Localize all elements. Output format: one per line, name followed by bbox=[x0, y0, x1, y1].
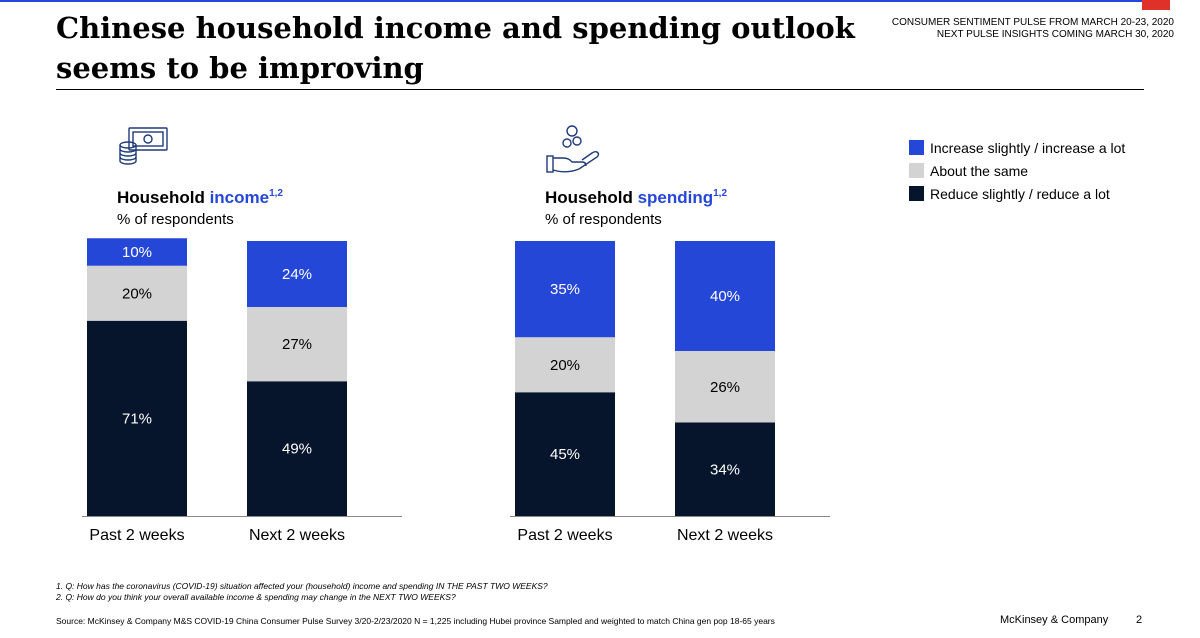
spending-category-label-0: Past 2 weeks bbox=[517, 527, 612, 544]
page-number: 2 bbox=[1136, 614, 1143, 626]
income-bar-same-0 bbox=[87, 265, 187, 321]
pulse-line-2: NEXT PULSE INSIGHTS COMING MARCH 30, 202… bbox=[936, 29, 1174, 40]
spending-title-highlight: spending bbox=[637, 188, 714, 207]
pulse-line-1: CONSUMER SENTIMENT PULSE FROM MARCH 20-2… bbox=[891, 17, 1174, 28]
income-chart-subtitle: % of respondents bbox=[117, 211, 234, 228]
top-accent-line bbox=[0, 0, 1142, 2]
income-bar-reduce-0 bbox=[87, 320, 187, 516]
spending-bar-same-1 bbox=[675, 351, 775, 423]
income-label-same-0: 20% bbox=[122, 285, 152, 302]
corner-flag bbox=[1142, 0, 1170, 10]
legend-swatch-same bbox=[909, 163, 924, 178]
income-bar-same-1 bbox=[247, 307, 347, 382]
legend-label-increase: Increase slightly / increase a lot bbox=[930, 140, 1126, 156]
source-note: Source: McKinsey & Company M&S COVID-19 … bbox=[56, 616, 775, 626]
title-line-1: Chinese household income and spending ou… bbox=[56, 11, 855, 45]
spending-chart-subtitle: % of respondents bbox=[545, 211, 662, 228]
spending-label-reduce-1: 34% bbox=[710, 461, 740, 478]
income-chart-title: Household income1,2 bbox=[117, 188, 283, 208]
spending-bar-reduce-1 bbox=[675, 422, 775, 516]
spending-title-prefix: Household bbox=[545, 188, 638, 207]
spending-chart-title: Household spending1,2 bbox=[545, 188, 727, 208]
spending-category-label-1: Next 2 weeks bbox=[677, 527, 773, 544]
income-category-label-1: Next 2 weeks bbox=[249, 527, 345, 544]
spending-plot: 45% 20% 35% Past 2 weeks 34% 26% 40% Next 2 wee… bbox=[510, 241, 830, 544]
brand-name: McKinsey & Company bbox=[1000, 614, 1109, 626]
legend-swatch-reduce bbox=[909, 186, 924, 201]
income-label-increase-1: 24% bbox=[282, 266, 312, 283]
spending-bar-reduce-0 bbox=[515, 392, 615, 516]
income-label-increase-0: 10% bbox=[122, 244, 152, 261]
spending-bar-increase-0 bbox=[515, 241, 615, 338]
spending-label-same-0: 20% bbox=[550, 357, 580, 374]
footnote-1: 1. Q: How has the coronavirus (COVID-19)… bbox=[56, 581, 548, 591]
title-divider bbox=[56, 89, 1144, 90]
legend-label-same: About the same bbox=[930, 163, 1029, 179]
income-bar-reduce-1 bbox=[247, 381, 347, 516]
spending-title-footnote-ref: 1,2 bbox=[713, 188, 728, 199]
income-label-reduce-0: 71% bbox=[122, 410, 152, 427]
hand-coins-icon bbox=[546, 125, 600, 173]
income-chart: Household income1,2 % of respondents 71%… bbox=[82, 118, 457, 558]
legend-swatch-increase bbox=[909, 140, 924, 155]
income-bar-increase-0 bbox=[87, 238, 187, 266]
footnote-2: 2. Q: How do you think your overall avai… bbox=[56, 592, 456, 602]
spending-label-increase-1: 40% bbox=[710, 288, 740, 305]
income-plot: 71% 20% 10% Past 2 weeks 49% 27% 24% Next 2 wee… bbox=[82, 238, 402, 544]
income-label-same-1: 27% bbox=[282, 336, 312, 353]
income-title-prefix: Household bbox=[117, 188, 210, 207]
spending-bar-same-0 bbox=[515, 337, 615, 393]
spending-chart: Household spending1,2 % of respondents 4… bbox=[510, 118, 885, 558]
money-stack-icon bbox=[119, 127, 168, 165]
footnotes: 1. Q: How has the coronavirus (COVID-19)… bbox=[56, 581, 548, 603]
income-label-reduce-1: 49% bbox=[282, 441, 312, 458]
spending-label-increase-0: 35% bbox=[550, 281, 580, 298]
pulse-info: CONSUMER SENTIMENT PULSE FROM MARCH 20-2… bbox=[892, 17, 1174, 41]
income-title-footnote-ref: 1,2 bbox=[269, 188, 283, 199]
legend-label-reduce: Reduce slightly / reduce a lot bbox=[930, 186, 1110, 202]
income-category-label-0: Past 2 weeks bbox=[89, 527, 184, 544]
spending-label-reduce-0: 45% bbox=[550, 446, 580, 463]
title-line-2: seems to be improving bbox=[56, 51, 424, 85]
spending-bar-increase-1 bbox=[675, 241, 775, 351]
spending-label-same-1: 26% bbox=[710, 379, 740, 396]
page-title: Chinese household income and spending ou… bbox=[56, 8, 856, 88]
income-title-highlight: income bbox=[209, 188, 270, 207]
income-bar-increase-1 bbox=[247, 241, 347, 307]
